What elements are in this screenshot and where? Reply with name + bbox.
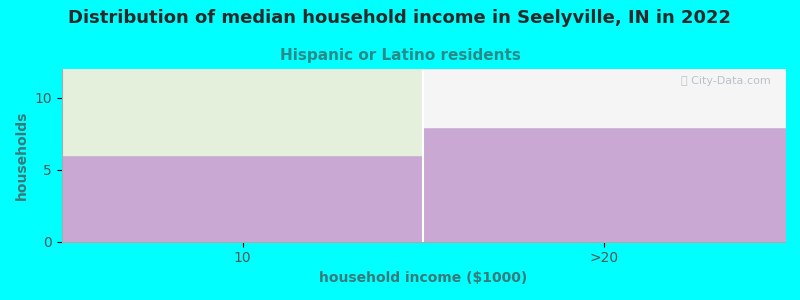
Text: Hispanic or Latino residents: Hispanic or Latino residents (279, 48, 521, 63)
Y-axis label: households: households (15, 111, 29, 200)
X-axis label: household income ($1000): household income ($1000) (319, 271, 527, 285)
Text: ⓘ City-Data.com: ⓘ City-Data.com (681, 76, 770, 86)
Text: Distribution of median household income in Seelyville, IN in 2022: Distribution of median household income … (69, 9, 731, 27)
